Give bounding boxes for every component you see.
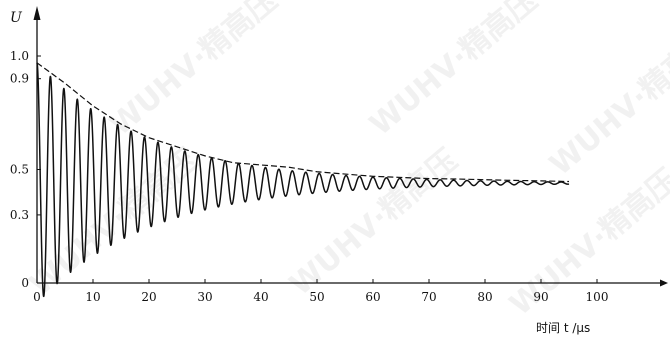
watermark-text: WUHV·精高压 [363,0,544,143]
watermark-text: WUHV·精高压 [283,143,464,303]
x-tick-label: 70 [421,290,436,304]
x-tick-label: 0 [33,290,41,304]
watermark-text: WUHV·精高压 [103,0,284,143]
x-axis-title: 时间 t /μs [536,321,590,335]
y-tick-label: 0.5 [10,163,29,177]
envelope-line [36,62,570,183]
y-tick-label: 0.3 [10,208,29,222]
x-tick-label: 80 [477,290,492,304]
x-tick-label: 40 [253,290,268,304]
ticks: 0 10 20 30 40 50 60 70 80 90 100 0 0.3 0.5 0.9 1.0 [10,49,609,304]
watermark-text: WUHV·精高压 [23,143,204,303]
x-axis-arrow [660,279,668,287]
x-tick-label: 100 [586,290,609,304]
axes: U 时间 t /μs [10,6,668,335]
y-axis-arrow [33,6,41,20]
y-tick-label: 1.0 [10,49,29,63]
oscillation-line [36,62,570,298]
watermark-text: WUHV·精高压 [543,23,670,183]
x-tick-label: 20 [141,290,156,304]
x-tick-label: 10 [85,290,100,304]
x-tick-label: 90 [533,290,548,304]
x-tick-label: 60 [365,290,380,304]
x-tick-label: 30 [197,290,212,304]
y-tick-label: 0 [21,276,29,290]
y-tick-label: 0.9 [10,72,29,86]
y-axis-title: U [10,10,23,26]
series-layer [36,62,570,298]
x-tick-label: 50 [309,290,324,304]
